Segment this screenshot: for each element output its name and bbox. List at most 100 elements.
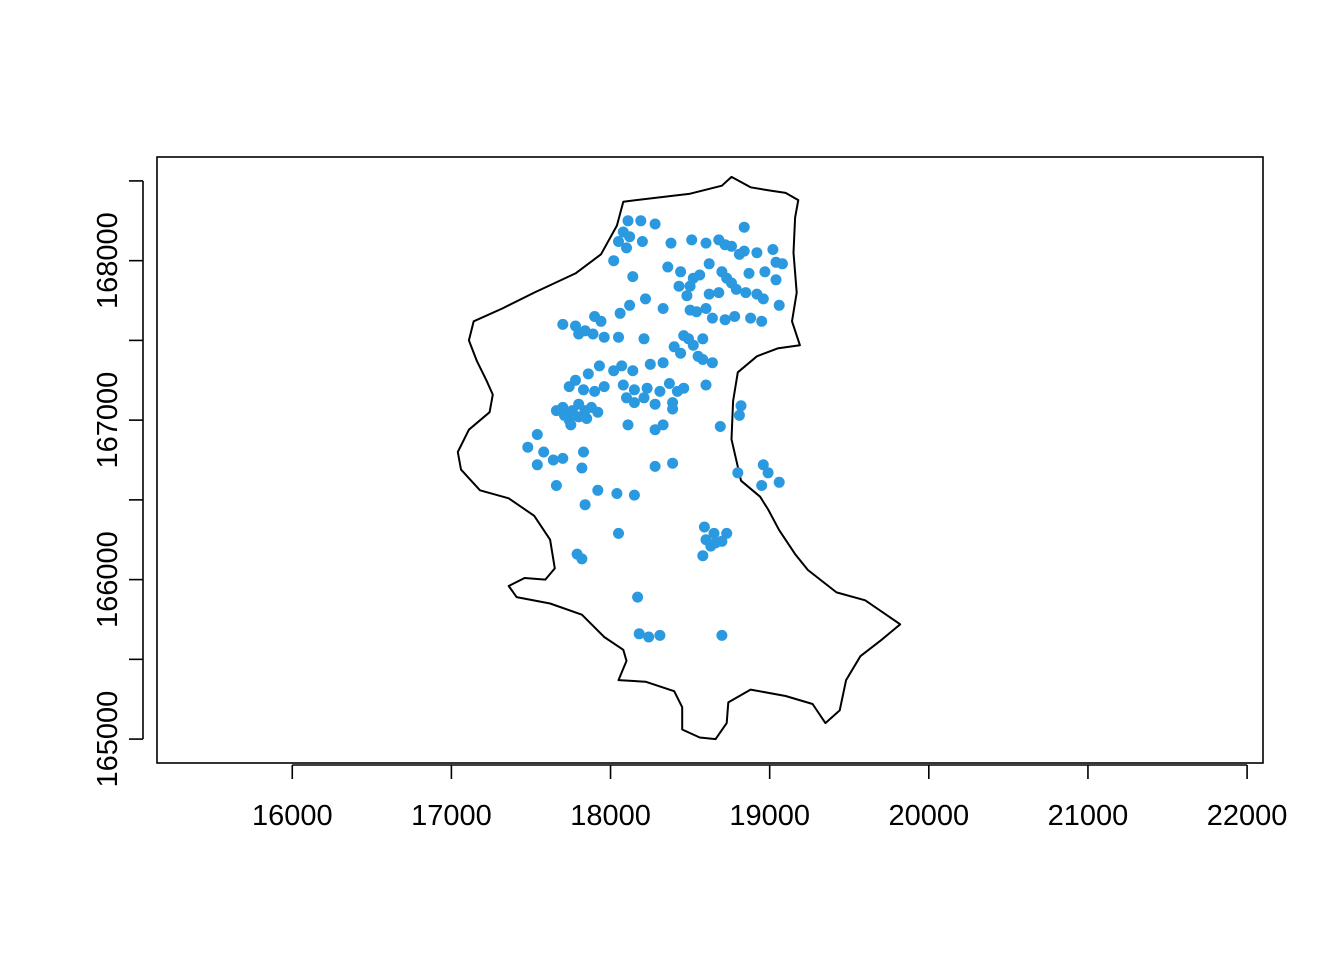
data-point xyxy=(557,452,569,464)
data-point xyxy=(611,488,623,499)
data-point xyxy=(697,354,709,365)
data-point xyxy=(716,535,728,547)
data-point xyxy=(757,293,769,305)
data-point xyxy=(624,231,636,243)
data-point xyxy=(773,299,785,311)
points-layer xyxy=(522,215,788,643)
plot-frame xyxy=(156,156,1264,764)
data-point xyxy=(756,315,768,327)
data-point xyxy=(622,215,634,227)
data-point xyxy=(563,381,575,393)
data-point xyxy=(595,315,607,327)
data-point xyxy=(531,459,543,471)
data-point xyxy=(726,240,737,252)
data-point xyxy=(675,347,687,359)
data-point xyxy=(613,527,624,539)
data-point xyxy=(698,521,710,533)
x-tick-label: 18000 xyxy=(570,800,651,832)
data-point xyxy=(557,318,569,330)
data-point xyxy=(633,628,645,640)
data-point xyxy=(714,421,726,432)
data-point xyxy=(636,236,648,247)
data-point xyxy=(581,413,593,424)
data-point xyxy=(649,460,661,472)
data-point xyxy=(662,261,674,273)
x-tick-label: 17000 xyxy=(411,800,492,832)
data-point xyxy=(756,480,768,491)
data-point xyxy=(598,381,610,393)
data-point xyxy=(667,457,679,469)
data-point xyxy=(697,333,709,345)
data-point xyxy=(608,255,620,267)
data-point xyxy=(613,331,624,343)
data-point xyxy=(565,419,577,431)
data-point xyxy=(582,368,594,380)
data-point xyxy=(721,527,733,539)
data-point xyxy=(628,397,640,409)
data-point xyxy=(621,392,632,404)
data-point xyxy=(627,271,639,283)
data-point xyxy=(592,406,604,418)
x-tick-label: 22000 xyxy=(1207,800,1288,832)
data-point xyxy=(729,311,741,322)
data-point xyxy=(649,218,661,230)
data-point xyxy=(592,484,604,496)
data-point xyxy=(773,476,785,488)
data-point xyxy=(706,312,718,324)
data-point xyxy=(621,242,632,254)
data-point xyxy=(638,333,650,345)
y-tick-label: 165000 xyxy=(92,691,124,788)
data-point xyxy=(638,392,650,404)
data-point xyxy=(706,357,718,369)
y-tick-label: 166000 xyxy=(92,531,124,628)
data-point xyxy=(703,288,715,300)
data-point xyxy=(578,384,589,396)
data-point xyxy=(675,266,687,278)
data-point xyxy=(657,357,669,369)
data-point xyxy=(663,378,675,389)
data-point xyxy=(691,306,702,318)
data-point xyxy=(700,379,712,391)
y-axis: 165000 166000 167000 168000 xyxy=(92,180,144,788)
data-point xyxy=(649,398,661,410)
data-point xyxy=(644,358,656,370)
y-tick-label: 168000 xyxy=(92,212,124,309)
data-point xyxy=(770,274,782,286)
data-point xyxy=(686,234,698,246)
data-point xyxy=(576,553,588,565)
data-point xyxy=(684,280,696,292)
data-point xyxy=(598,331,610,343)
data-point xyxy=(776,258,788,270)
data-point xyxy=(576,462,588,474)
data-point xyxy=(681,290,693,302)
data-point xyxy=(593,360,605,372)
data-point xyxy=(649,424,661,436)
data-point xyxy=(657,303,669,314)
y-tick-label: 167000 xyxy=(92,372,124,469)
data-point xyxy=(578,446,589,458)
x-tick-label: 16000 xyxy=(252,800,333,832)
data-point xyxy=(522,441,534,453)
data-point xyxy=(716,629,728,641)
data-point xyxy=(531,429,543,440)
data-point xyxy=(628,384,640,396)
boundary-layer xyxy=(456,175,902,741)
data-point xyxy=(705,540,717,552)
data-point xyxy=(694,269,706,281)
data-point xyxy=(735,400,747,412)
data-point xyxy=(613,236,624,247)
data-point xyxy=(757,459,769,471)
data-point xyxy=(703,258,715,270)
data-point xyxy=(589,385,601,397)
data-point xyxy=(547,454,559,466)
data-point xyxy=(640,293,651,305)
data-point xyxy=(538,446,550,458)
data-point xyxy=(654,385,666,397)
data-point xyxy=(673,280,685,292)
data-point xyxy=(751,247,763,259)
data-point xyxy=(697,550,709,562)
data-point xyxy=(700,237,712,249)
data-point xyxy=(745,312,757,324)
data-point xyxy=(678,382,690,394)
